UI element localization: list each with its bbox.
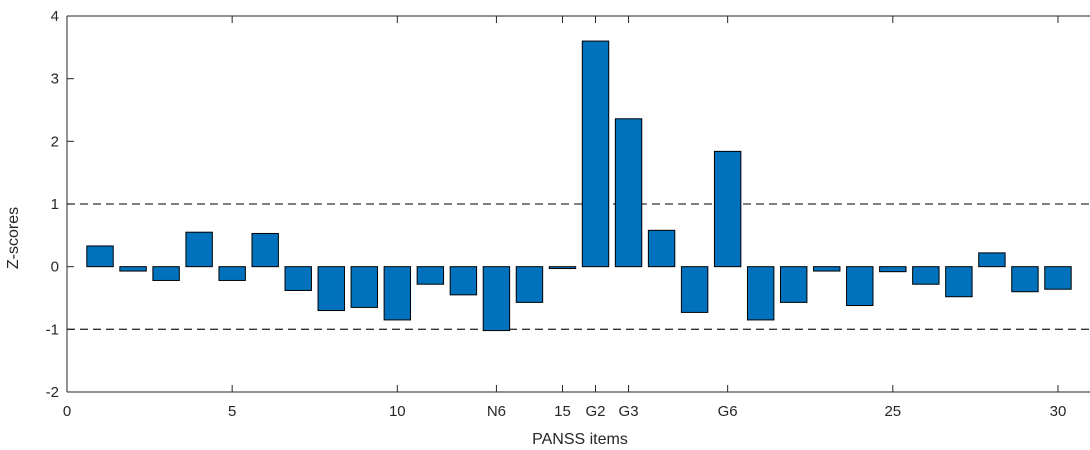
bar [416,266,445,285]
y-axis-label: Z-scores [5,207,22,269]
x-axis-label: PANSS items [532,431,628,448]
bar [713,150,742,268]
plot-area: -2 -1 0 1 2 3 4 0 5 10 N6 15 G2 G3 G6 25 30 [46,8,1090,420]
bar [1011,266,1039,293]
y-tick-label: 0 [51,259,59,276]
x-tick-label: 30 [1050,403,1067,420]
bar [251,232,279,268]
x-tick-label: N6 [487,403,506,420]
x-tick-label: 5 [228,403,236,420]
y-tick-label: 3 [51,71,59,88]
bar [317,266,345,312]
y-tick-label: -1 [46,321,59,338]
y-tick-label: 2 [51,133,59,150]
bar [879,266,907,273]
bar [482,266,511,332]
bar [945,266,973,298]
bar [813,266,841,272]
bar [746,266,775,321]
x-tick-label: G6 [718,403,738,420]
bar [680,266,709,313]
bar [350,266,379,308]
y-tick-label: 1 [51,196,59,213]
bar [152,266,180,281]
bar [515,266,544,303]
bar [86,245,114,268]
x-tick-label: G3 [619,403,639,420]
x-tick-label: G2 [586,403,606,420]
bar [912,266,940,285]
bar [449,266,478,296]
bar [846,266,874,307]
bar [1044,266,1072,290]
bar [185,231,213,268]
y-tick-label: 4 [51,8,59,25]
bar [614,118,643,268]
bar [581,40,610,268]
bar [119,266,147,272]
bar [647,229,676,268]
bar [779,266,808,303]
bar [383,266,412,321]
bar [548,266,577,270]
bar [978,252,1006,268]
bar [218,266,246,281]
bar [284,266,312,291]
x-tick-label: 15 [554,403,571,420]
x-tick-label: 10 [389,403,406,420]
x-tick-label: 0 [63,403,71,420]
x-tick-label: 25 [884,403,901,420]
y-tick-label: -2 [46,384,59,401]
